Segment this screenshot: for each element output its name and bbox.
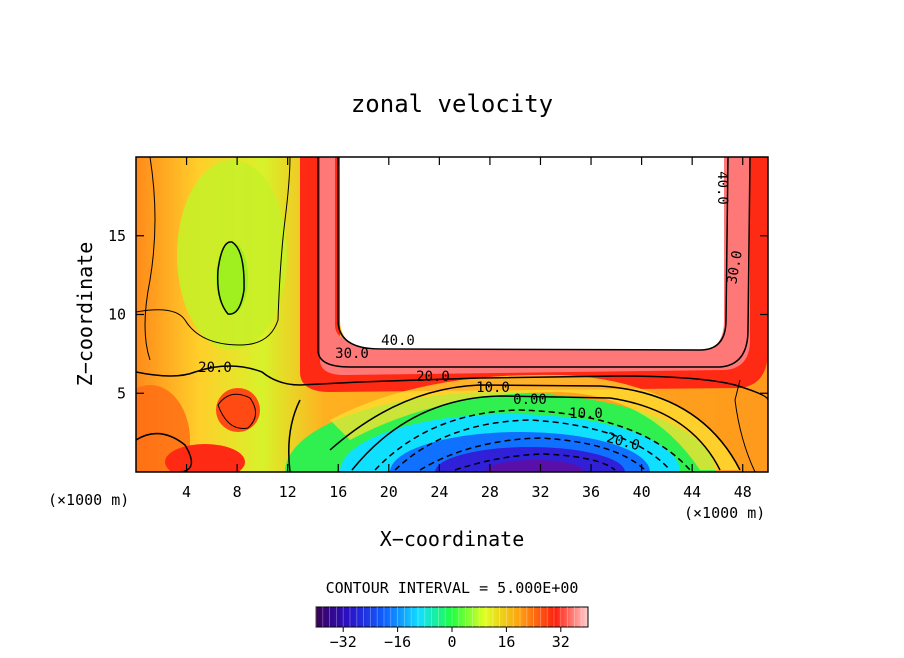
- contour-interval-label: CONTOUR INTERVAL = 5.000E+00: [326, 579, 579, 597]
- contour-label: 10.0: [476, 380, 510, 396]
- colorbar-segments: [315, 607, 582, 627]
- contour-neg-30: [454, 453, 616, 471]
- contour-red-8: [217, 393, 256, 430]
- x-axis-title: X−coordinate: [380, 527, 525, 551]
- x-unit-right: (×1000 m): [684, 504, 765, 522]
- x-tick-label: 20: [380, 483, 398, 501]
- x-tick-label: 28: [481, 483, 499, 501]
- contour-10: [329, 384, 741, 471]
- colorbar-tick-label: −16: [384, 633, 411, 651]
- x-tick-label: 12: [279, 483, 297, 501]
- field-blank-region: [340, 157, 724, 350]
- colorbar-tick-label: −32: [330, 633, 357, 651]
- contour-low-left: [136, 432, 193, 472]
- x-tick-label: 36: [582, 483, 600, 501]
- colorbar-tick-label: 32: [552, 633, 570, 651]
- y-axis: 5 10 15: [108, 227, 768, 402]
- x-axis: 4 8 12 16 20 24 28 32 36 40 44 48: [182, 157, 752, 501]
- contour-vertical-12: [288, 399, 301, 472]
- x-tick-label: 4: [182, 483, 191, 501]
- colorbar-tick-label: 16: [497, 633, 515, 651]
- field-patch-red-left: [165, 444, 245, 472]
- contour-label: 0.00: [513, 392, 547, 408]
- y-tick-label: 15: [108, 227, 126, 245]
- contour-15-left: [136, 157, 291, 346]
- field-yellow-band: [330, 374, 740, 470]
- contour-neg-10: [394, 419, 671, 471]
- contour-label: 40.0: [381, 333, 415, 349]
- contour-label: 10.0: [569, 406, 603, 422]
- colorbar-tick-label: 0: [447, 633, 456, 651]
- contour-30-top: [317, 157, 751, 368]
- chart-title: zonal velocity: [351, 90, 553, 118]
- contour-label: 40.0: [714, 171, 730, 205]
- contour-label: 30.0: [724, 249, 746, 285]
- y-tick-label: 10: [108, 306, 126, 324]
- x-tick-label: 40: [633, 483, 651, 501]
- contour-near-left-edge: [144, 157, 156, 361]
- contour-right-edge: [734, 379, 756, 472]
- field-jet-core: [485, 460, 585, 472]
- y-tick-label: 5: [117, 384, 126, 402]
- colorbar: −32 −16 0 16 32: [315, 606, 589, 651]
- x-unit-left: (×1000 m): [48, 491, 129, 509]
- contour-neg-5: [374, 409, 691, 471]
- contour-neg-20: [419, 437, 646, 471]
- field-pink-frame: [320, 157, 750, 375]
- contour-20: [136, 365, 768, 401]
- field-patch-green-core: [216, 242, 248, 314]
- x-tick-label: 32: [531, 483, 549, 501]
- x-tick-label: 16: [329, 483, 347, 501]
- colorbar-ticks: −32 −16 0 16 32: [330, 627, 570, 651]
- contour-40-top: [337, 157, 729, 351]
- contour-labels: 40.0 30.0 40.0 30.0 20.0 20.0 10.0 0.00 …: [198, 171, 746, 454]
- contour-green-core: [216, 241, 245, 315]
- x-tick-label: 8: [233, 483, 242, 501]
- contour-label: 20.0: [416, 369, 450, 385]
- contour-0: [351, 395, 721, 471]
- contour-label: 30.0: [335, 346, 369, 362]
- contour-lines: [136, 157, 768, 472]
- x-tick-label: 44: [683, 483, 701, 501]
- plot-field: 40.0 30.0 40.0 30.0 20.0 20.0 10.0 0.00 …: [136, 157, 768, 472]
- contour-label: 20.0: [198, 360, 232, 376]
- x-tick-label: 24: [430, 483, 448, 501]
- x-tick-label: 48: [734, 483, 752, 501]
- y-axis-title: Z−coordinate: [73, 242, 97, 387]
